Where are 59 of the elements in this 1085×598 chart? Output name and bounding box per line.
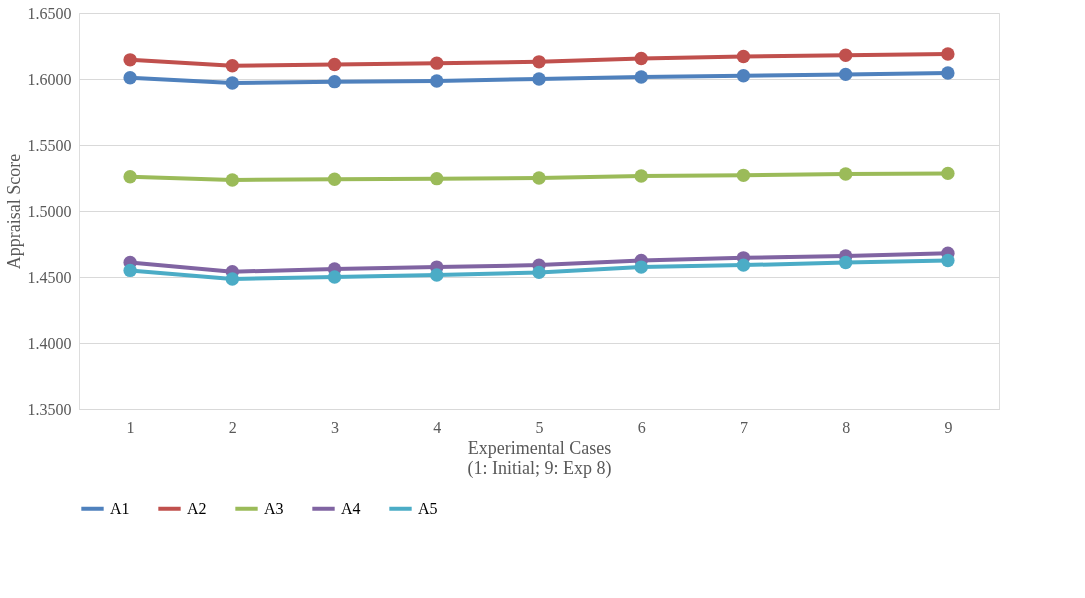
legend-label: A5 [418, 499, 438, 517]
point [123, 53, 137, 67]
x-tick-label: 4 [433, 418, 442, 436]
y-tick-label: 1.4500 [27, 268, 72, 286]
x-tick-label: 7 [739, 418, 748, 436]
point [736, 258, 751, 272]
legend-label: A4 [341, 499, 361, 517]
point [327, 270, 342, 284]
point [327, 74, 342, 89]
point [225, 76, 240, 90]
x-tick-label: 9 [944, 418, 953, 436]
point [430, 268, 444, 282]
point [941, 253, 955, 268]
y-tick-label: 1.3500 [27, 400, 72, 418]
legend-label: A3 [264, 499, 284, 517]
point [430, 56, 444, 70]
point [225, 59, 240, 73]
x-tick-label: 5 [535, 418, 544, 436]
point [634, 169, 648, 183]
point [838, 167, 853, 181]
point [430, 74, 444, 88]
x-tick-label: 3 [331, 418, 340, 436]
legend-label: A2 [187, 499, 207, 517]
point [736, 69, 751, 83]
y-tick-label: 1.4000 [27, 334, 72, 352]
point [736, 49, 751, 64]
point [327, 57, 342, 72]
x-axis-title: Experimental Cases (1: Initial; 9: Exp 8) [467, 437, 612, 479]
point [838, 255, 853, 270]
y-tick-label: 1.5500 [27, 136, 72, 154]
point [327, 172, 342, 187]
y-tick-label: 1.6000 [27, 70, 72, 88]
point [838, 67, 853, 82]
y-axis-title: Appraisal Score [3, 153, 24, 270]
point [941, 66, 955, 80]
point [634, 260, 648, 274]
point [225, 272, 240, 286]
y-tick-label: 1.5000 [27, 202, 72, 220]
point [123, 169, 137, 184]
y-tick-label: 1.6500 [27, 4, 72, 22]
point [225, 173, 240, 187]
point [634, 51, 648, 66]
point [634, 70, 648, 84]
point [941, 47, 955, 61]
point [736, 168, 751, 183]
point [532, 72, 546, 86]
point [532, 55, 546, 69]
x-tick-label: 6 [637, 418, 646, 436]
point [430, 171, 444, 186]
point [838, 48, 853, 62]
legend-label: A1 [110, 499, 130, 517]
point [123, 70, 137, 85]
point [532, 171, 546, 185]
x-tick-label: 2 [228, 418, 237, 436]
point [532, 265, 546, 280]
point [941, 166, 955, 181]
x-tick-label: 1 [126, 418, 135, 436]
point [123, 263, 137, 278]
x-tick-label: 8 [842, 418, 851, 436]
